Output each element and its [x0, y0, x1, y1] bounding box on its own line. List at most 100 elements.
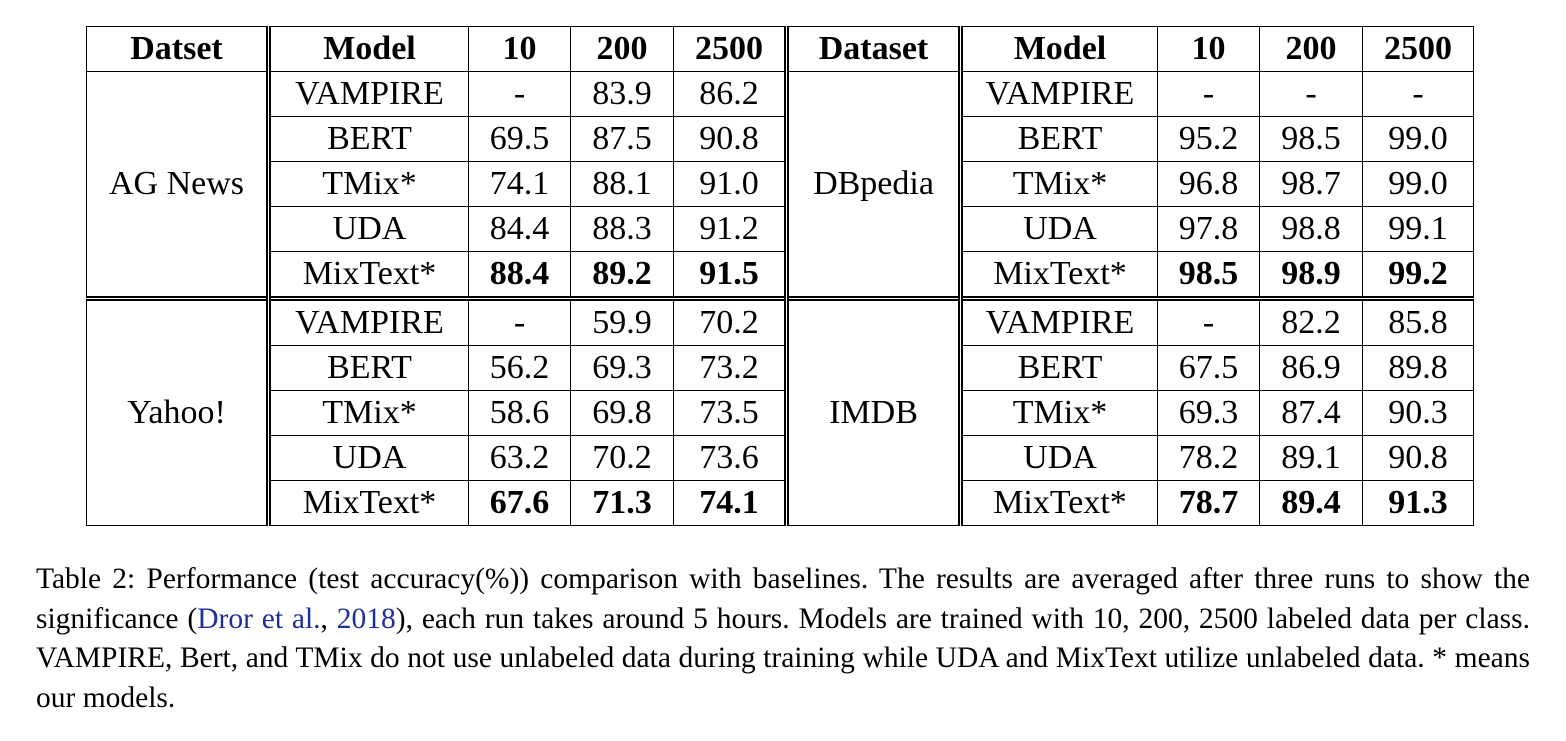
accuracy-cell-2500: -	[1362, 71, 1474, 117]
model-name-cell: BERT	[268, 345, 469, 391]
accuracy-cell-10: 67.5	[1157, 345, 1260, 391]
dataset-name-right: IMDB	[786, 296, 963, 526]
table-row: MixText* 88.4 89.2 91.5 MixText* 98.5 98.9 99.2	[87, 251, 1474, 299]
accuracy-cell-2500: 73.6	[673, 435, 789, 481]
accuracy-cell-200: 86.9	[1259, 345, 1363, 391]
model-name-cell: BERT	[960, 345, 1158, 391]
accuracy-cell-10: 69.5	[468, 116, 571, 162]
caption-text-1: Performance (test accuracy(%)) compariso…	[36, 563, 1531, 635]
accuracy-cell-10: 63.2	[468, 435, 571, 481]
model-name-cell: MixText*	[268, 251, 469, 299]
model-name-cell: TMix*	[960, 390, 1158, 436]
col-header-model-right: Model	[960, 26, 1158, 72]
header-row: Datset Model 10 200 2500 Dataset Model 1…	[86, 26, 1474, 72]
accuracy-cell-200: 83.9	[570, 71, 674, 117]
model-name-cell: MixText*	[268, 480, 469, 526]
accuracy-cell-200: 98.8	[1259, 206, 1363, 252]
table-caption: Table 2: Performance (test accuracy(%)) …	[36, 560, 1530, 718]
citation-year-link[interactable]: 2018	[336, 602, 396, 635]
accuracy-cell-200: -	[1259, 71, 1363, 117]
accuracy-cell-10: -	[1157, 296, 1260, 346]
model-name-cell: UDA	[268, 435, 469, 481]
accuracy-cell-10: 88.4	[468, 251, 571, 299]
citation-separator: ,	[320, 602, 337, 635]
dataset-name-left: Yahoo!	[86, 296, 271, 526]
accuracy-cell-2500: 91.5	[673, 251, 789, 299]
accuracy-cell-2500: 99.2	[1362, 251, 1474, 299]
accuracy-cell-10: 56.2	[468, 345, 571, 391]
model-name-cell: VAMPIRE	[960, 296, 1158, 346]
accuracy-cell-200: 71.3	[570, 480, 674, 526]
accuracy-cell-10: 58.6	[468, 390, 571, 436]
table-row: BERT 56.2 69.3 73.2 BERT 67.5 86.9 89.8	[87, 345, 1474, 391]
accuracy-cell-10: 95.2	[1157, 116, 1260, 162]
dataset-name-left: AG News	[86, 71, 271, 299]
accuracy-cell-2500: 73.5	[673, 390, 789, 436]
accuracy-cell-200: 98.7	[1259, 161, 1363, 207]
table-row: AG News VAMPIRE -83.9 86.2 DBpedia VAMPIRE - - -	[86, 71, 1474, 299]
accuracy-cell-10: -	[468, 71, 571, 117]
accuracy-cell-2500: 73.2	[673, 345, 789, 391]
accuracy-cell-200: 98.5	[1259, 116, 1363, 162]
caption-text-2: ), each run takes around 5 hours. Models…	[36, 602, 1531, 714]
model-name-cell: TMix*	[960, 161, 1158, 207]
accuracy-cell-200: 88.3	[570, 206, 674, 252]
accuracy-cell-2500: 90.8	[1362, 435, 1474, 481]
accuracy-cell-10: 74.1	[468, 161, 571, 207]
accuracy-cell-10: 96.8	[1157, 161, 1260, 207]
accuracy-cell-2500: 99.0	[1362, 161, 1474, 207]
accuracy-cell-2500: 89.8	[1362, 345, 1474, 391]
accuracy-cell-10: -	[1157, 71, 1260, 117]
table-row: TMix* 74.1 88.1 91.0 TMix* 96.8 98.7 99.0	[87, 161, 1474, 207]
accuracy-cell-200: 59.9	[570, 296, 674, 346]
col-header-dataset-right: Dataset	[786, 26, 963, 72]
accuracy-cell-10: 84.4	[468, 206, 571, 252]
col-header-10-left: 10	[468, 26, 571, 72]
col-header-200-right: 200	[1259, 26, 1363, 72]
accuracy-cell-200: 87.5	[570, 116, 674, 162]
col-header-10-right: 10	[1157, 26, 1260, 72]
model-name-cell: MixText*	[960, 480, 1158, 526]
accuracy-cell-2500: 74.1	[673, 480, 789, 526]
table-row: MixText* 67.6 71.3 74.1 MixText* 78.7 89.4 91.3	[87, 480, 1474, 526]
accuracy-cell-200: 82.2	[1259, 296, 1363, 346]
accuracy-cell-2500: 85.8	[1362, 296, 1474, 346]
accuracy-cell-10: 78.7	[1157, 480, 1260, 526]
accuracy-cell-2500: 99.0	[1362, 116, 1474, 162]
table-row: BERT 69.5 87.5 90.8 BERT 95.2 98.5 99.0	[87, 116, 1474, 162]
col-header-2500-left: 2500	[673, 26, 789, 72]
model-name-cell: VAMPIRE	[268, 296, 469, 346]
accuracy-cell-2500: 99.1	[1362, 206, 1474, 252]
col-header-dataset-left: Datset	[86, 26, 271, 72]
table-row: UDA 63.2 70.2 73.6 UDA 78.2 89.1 90.8	[87, 435, 1474, 481]
table-row: UDA 84.4 88.3 91.2 UDA 97.8 98.8 99.1	[87, 206, 1474, 252]
model-name-cell: UDA	[960, 435, 1158, 481]
accuracy-cell-200: 89.2	[570, 251, 674, 299]
model-name-cell: TMix*	[268, 390, 469, 436]
model-name-cell: UDA	[960, 206, 1158, 252]
table-row: Yahoo! VAMPIRE -59.9 70.2 IMDB VAMPIRE -82.2 85…	[86, 296, 1474, 526]
accuracy-cell-200: 69.8	[570, 390, 674, 436]
accuracy-cell-2500: 91.3	[1362, 480, 1474, 526]
model-name-cell: UDA	[268, 206, 469, 252]
results-table-container: Datset Model 10 200 2500 Dataset Model 1…	[86, 26, 1474, 526]
accuracy-cell-10: 98.5	[1157, 251, 1260, 299]
citation-author-link[interactable]: Dror et al.	[197, 602, 321, 635]
model-name-cell: BERT	[960, 116, 1158, 162]
accuracy-cell-2500: 90.3	[1362, 390, 1474, 436]
accuracy-cell-200: 70.2	[570, 435, 674, 481]
accuracy-cell-200: 69.3	[570, 345, 674, 391]
accuracy-cell-10: -	[468, 296, 571, 346]
accuracy-cell-2500: 70.2	[673, 296, 789, 346]
accuracy-cell-2500: 90.8	[673, 116, 789, 162]
model-name-cell: VAMPIRE	[268, 71, 469, 117]
col-header-2500-right: 2500	[1362, 26, 1474, 72]
dataset-name-right: DBpedia	[786, 71, 963, 299]
accuracy-cell-10: 67.6	[468, 480, 571, 526]
accuracy-cell-2500: 91.0	[673, 161, 789, 207]
model-name-cell: TMix*	[268, 161, 469, 207]
col-header-model-left: Model	[268, 26, 469, 72]
accuracy-cell-2500: 86.2	[673, 71, 789, 117]
model-name-cell: BERT	[268, 116, 469, 162]
accuracy-cell-10: 69.3	[1157, 390, 1260, 436]
